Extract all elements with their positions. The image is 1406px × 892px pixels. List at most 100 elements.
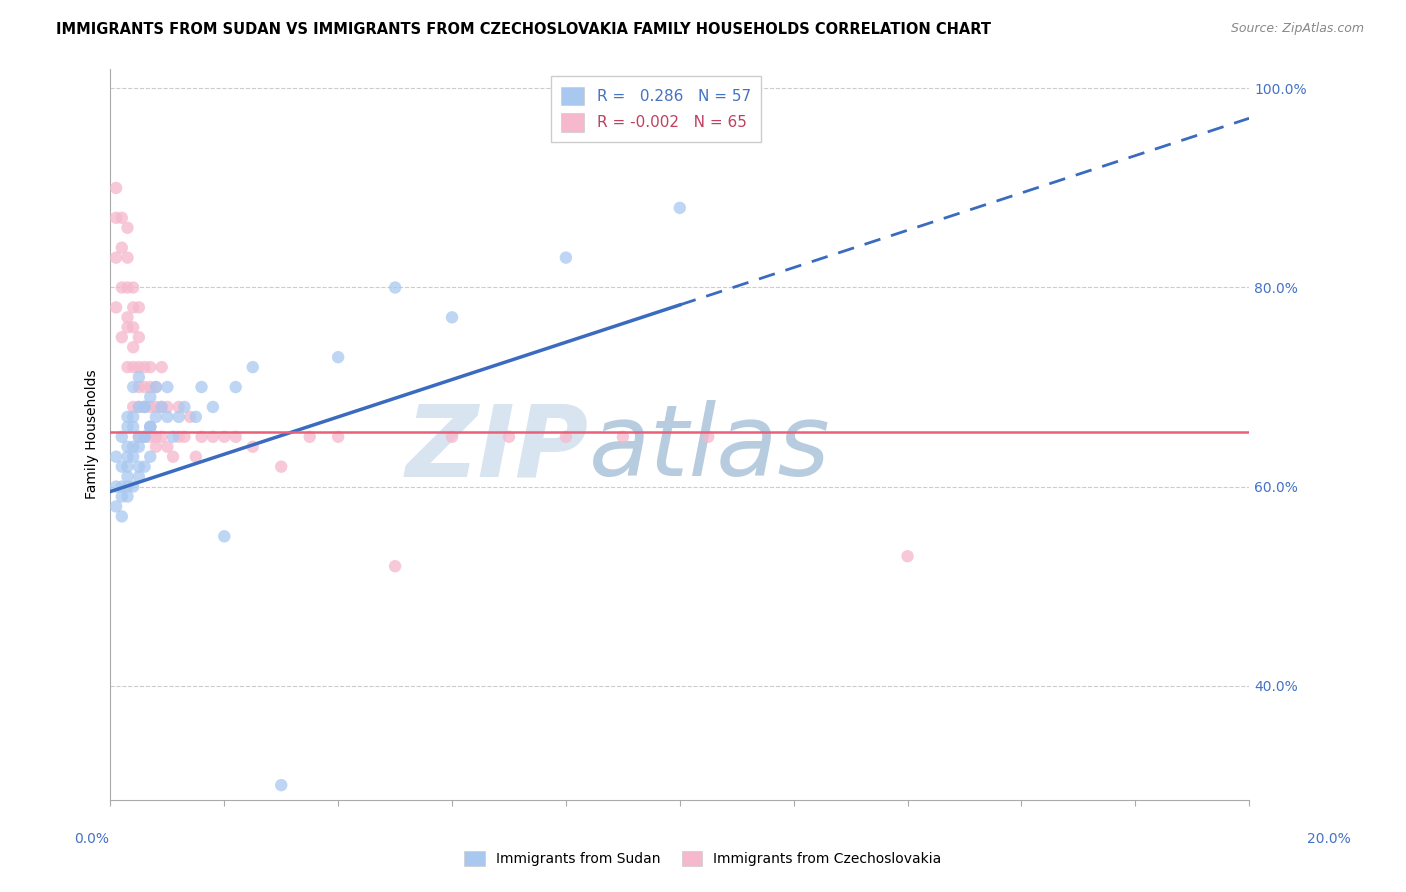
Point [225, 430, 247, 444]
Point [128, 370, 150, 384]
Point [134, 430, 156, 444]
Point [896, 549, 918, 564]
Point [128, 400, 150, 414]
Point [122, 420, 145, 434]
Point [111, 280, 134, 294]
Point [117, 450, 139, 464]
Point [201, 430, 224, 444]
Text: Source: ZipAtlas.com: Source: ZipAtlas.com [1230, 22, 1364, 36]
Point [117, 490, 139, 504]
Point [128, 459, 150, 474]
Point [139, 450, 162, 464]
Point [117, 409, 139, 424]
Point [156, 400, 179, 414]
Point [105, 301, 128, 315]
Point [668, 201, 690, 215]
Point [117, 469, 139, 483]
Point [111, 241, 134, 255]
Point [122, 301, 145, 315]
Point [214, 529, 236, 543]
Text: atlas: atlas [589, 401, 831, 498]
Point [139, 420, 162, 434]
Point [145, 380, 167, 394]
Point [156, 409, 179, 424]
Point [298, 430, 321, 444]
Point [128, 400, 150, 414]
Point [554, 430, 576, 444]
Point [105, 181, 128, 195]
Point [184, 450, 207, 464]
Point [167, 409, 190, 424]
Point [117, 479, 139, 493]
Point [105, 251, 128, 265]
Point [150, 430, 173, 444]
Point [145, 380, 167, 394]
Point [134, 380, 156, 394]
Point [242, 360, 264, 375]
Point [128, 430, 150, 444]
Point [156, 380, 179, 394]
Point [162, 430, 184, 444]
Text: 20.0%: 20.0% [1306, 832, 1351, 846]
Point [201, 400, 224, 414]
Point [111, 211, 134, 225]
Point [117, 220, 139, 235]
Point [139, 390, 162, 404]
Point [122, 450, 145, 464]
Point [122, 409, 145, 424]
Point [173, 400, 195, 414]
Point [117, 310, 139, 325]
Point [111, 509, 134, 524]
Point [134, 459, 156, 474]
Point [441, 430, 464, 444]
Point [117, 360, 139, 375]
Text: 0.0%: 0.0% [75, 832, 108, 846]
Point [139, 400, 162, 414]
Point [167, 430, 190, 444]
Point [384, 559, 406, 574]
Point [134, 430, 156, 444]
Point [128, 330, 150, 344]
Point [441, 310, 464, 325]
Y-axis label: Family Households: Family Households [86, 369, 100, 500]
Point [117, 251, 139, 265]
Point [134, 400, 156, 414]
Point [128, 301, 150, 315]
Point [179, 409, 201, 424]
Point [150, 400, 173, 414]
Point [117, 459, 139, 474]
Point [105, 500, 128, 514]
Point [328, 350, 350, 364]
Point [111, 330, 134, 344]
Point [145, 409, 167, 424]
Point [145, 440, 167, 454]
Point [134, 400, 156, 414]
Point [134, 400, 156, 414]
Point [697, 430, 720, 444]
Point [139, 420, 162, 434]
Point [122, 320, 145, 334]
Point [117, 320, 139, 334]
Point [122, 280, 145, 294]
Point [134, 430, 156, 444]
Point [122, 360, 145, 375]
Point [167, 400, 190, 414]
Point [122, 380, 145, 394]
Point [270, 778, 292, 792]
Point [122, 440, 145, 454]
Point [384, 280, 406, 294]
Point [242, 440, 264, 454]
Point [498, 430, 520, 444]
Point [150, 360, 173, 375]
Point [328, 430, 350, 444]
Point [122, 340, 145, 354]
Point [150, 400, 173, 414]
Point [111, 459, 134, 474]
Point [554, 251, 576, 265]
Point [225, 380, 247, 394]
Text: ZIP: ZIP [406, 401, 589, 498]
Point [214, 430, 236, 444]
Point [134, 360, 156, 375]
Point [111, 479, 134, 493]
Point [128, 380, 150, 394]
